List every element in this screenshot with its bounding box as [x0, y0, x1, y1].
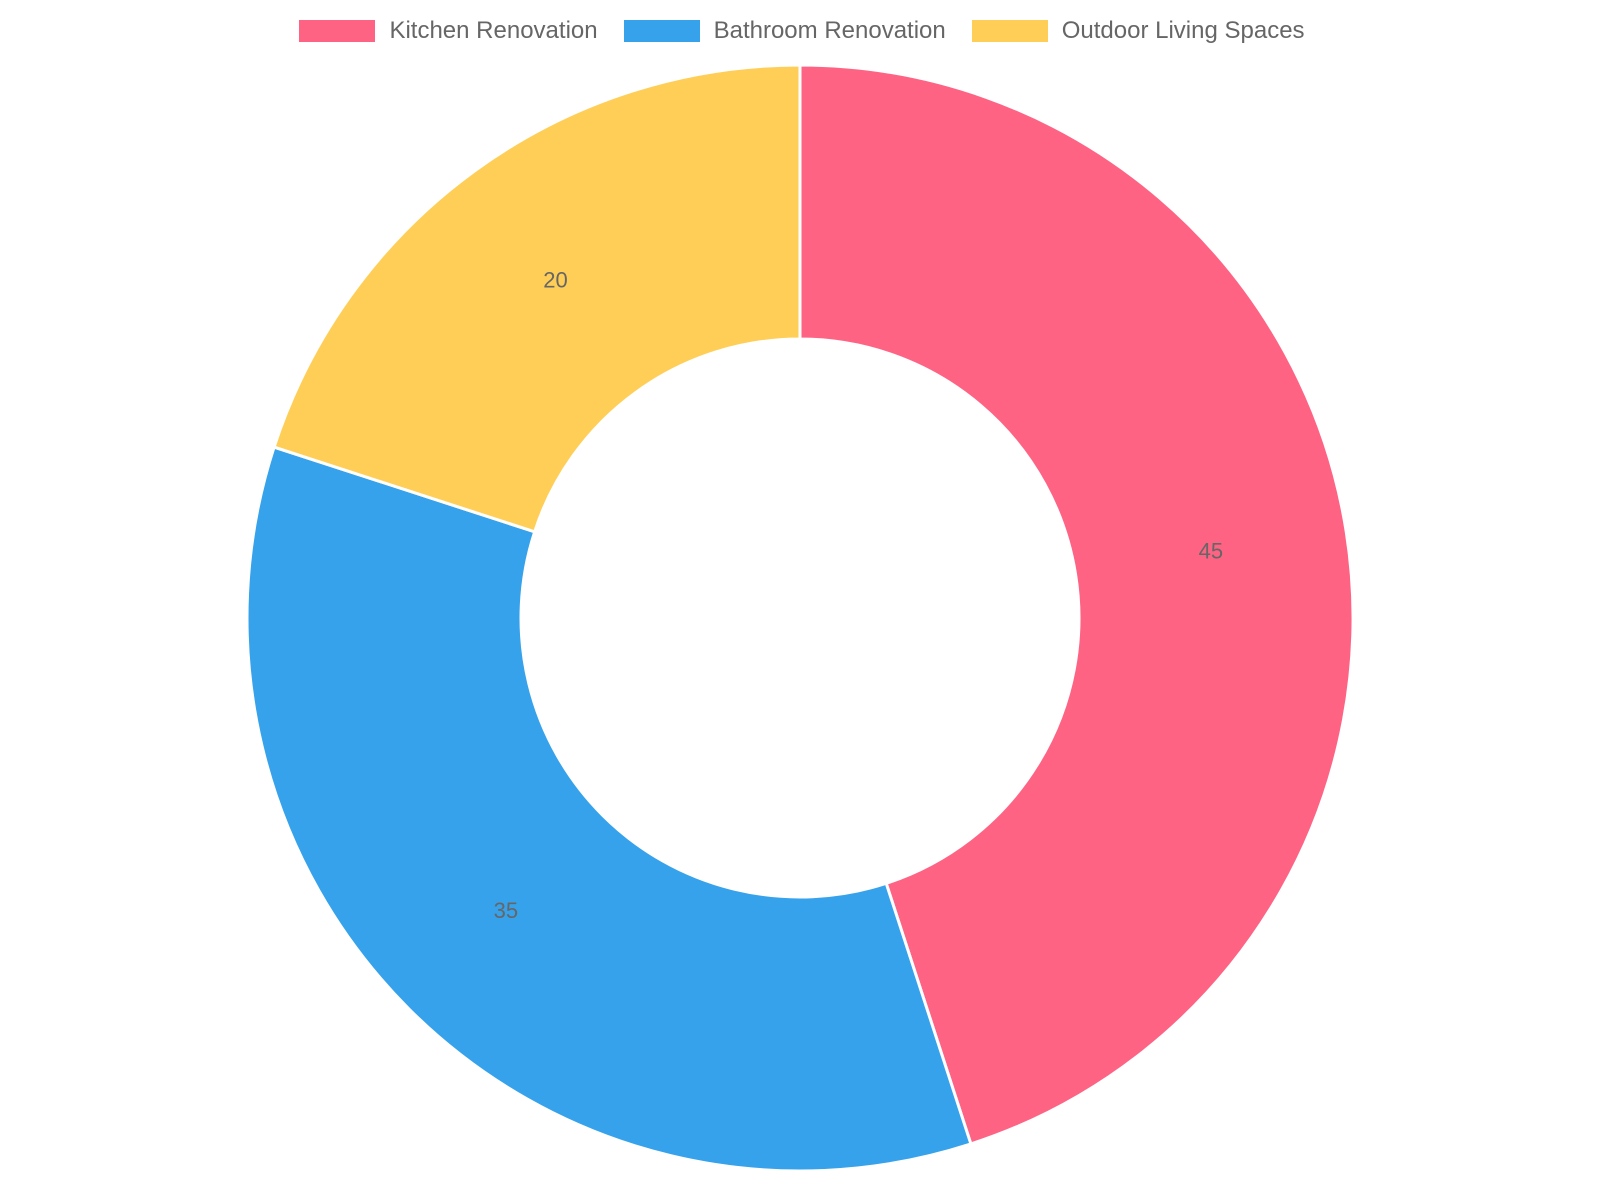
legend-label-bathroom-renovation: Bathroom Renovation: [713, 17, 946, 44]
legend-swatch-outdoor-living-spaces: [971, 20, 1048, 42]
data-label-kitchen-renovation: 45: [1199, 539, 1223, 564]
slice-kitchen-renovation[interactable]: [798, 63, 1355, 1146]
slice-bathroom-renovation[interactable]: [245, 445, 973, 1173]
legend-label-outdoor-living-spaces: Outdoor Living Spaces: [1061, 17, 1305, 44]
legend-item-kitchen-renovation[interactable]: Kitchen Renovation: [295, 17, 598, 45]
legend: Kitchen Renovation Bathroom Renovation O…: [0, 17, 1600, 45]
legend-label-kitchen-renovation: Kitchen Renovation: [389, 17, 598, 44]
legend-swatch-kitchen-renovation: [299, 20, 376, 42]
legend-item-outdoor-living-spaces[interactable]: Outdoor Living Spaces: [968, 17, 1305, 45]
data-label-outdoor-living-spaces: 20: [543, 267, 567, 292]
slice-outdoor-living-spaces[interactable]: [272, 63, 802, 534]
data-label-bathroom-renovation: 35: [494, 898, 518, 923]
legend-swatch-bathroom-renovation: [623, 20, 700, 42]
legend-item-bathroom-renovation[interactable]: Bathroom Renovation: [620, 17, 946, 45]
